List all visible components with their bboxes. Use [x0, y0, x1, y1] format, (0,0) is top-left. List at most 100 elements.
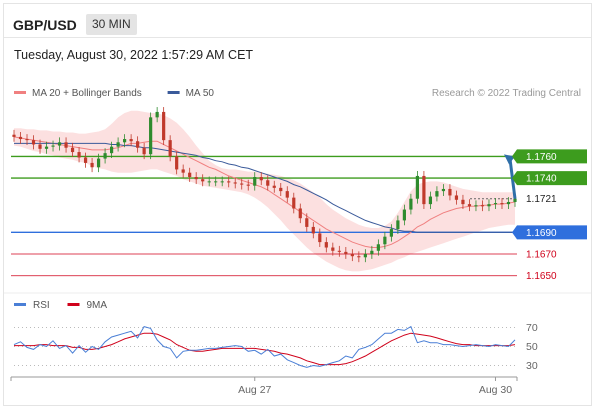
candle-body [149, 117, 153, 155]
chart-datetime: Tuesday, August 30, 2022 1:57:29 AM CET [14, 48, 254, 62]
candle-body [240, 183, 244, 185]
candle-body [435, 191, 439, 197]
rsi-tick-2: 30 [526, 360, 538, 372]
legend-swatch-0 [14, 91, 26, 94]
price-tag-0 [512, 149, 587, 164]
candle-body [155, 111, 159, 118]
candle-body [181, 169, 185, 173]
legend-label-1: MA 50 [186, 88, 215, 99]
rsi-line [13, 325, 516, 368]
price-label-3: 1.1690 [526, 228, 557, 239]
ma50-line [14, 142, 515, 233]
candle-body [467, 204, 472, 207]
candle-body [428, 196, 433, 205]
candle-body [96, 158, 101, 168]
ma20-line [13, 136, 516, 248]
candle-body [259, 177, 263, 181]
candle-body [344, 251, 348, 255]
candle-body [318, 233, 322, 243]
timeframe-badge[interactable]: 30 MIN [86, 14, 137, 35]
x-tick-label-0: Aug 27 [238, 384, 271, 396]
candle-body [38, 144, 42, 149]
candle-body [12, 134, 16, 137]
candle-body [402, 209, 406, 221]
candle-body [337, 250, 341, 252]
candle-body [376, 244, 380, 251]
candle-body [70, 147, 75, 153]
credit-text: Research © 2022 Trading Central [432, 88, 581, 99]
candle-body [175, 156, 179, 170]
candle-body [136, 141, 140, 148]
rsi-tick-0: 70 [526, 322, 538, 334]
candle-body [266, 180, 270, 186]
candle-body [292, 197, 296, 209]
candle-body [207, 181, 211, 183]
price-tag-1 [512, 171, 587, 186]
candle-body [142, 147, 146, 155]
price-label-5: 1.1650 [526, 271, 557, 282]
price-label-1: 1.1740 [526, 174, 557, 185]
projection-arrow-head [504, 154, 515, 165]
projection-arrow-line [508, 158, 517, 199]
rsi-legend-swatch-1 [67, 303, 80, 306]
candle-body [506, 201, 511, 205]
candle-body [396, 220, 400, 230]
candle-body [18, 136, 23, 140]
candle-body [109, 146, 114, 154]
candle-body [513, 198, 517, 202]
candle-body [272, 185, 276, 188]
candle-body [311, 226, 315, 234]
candle-body [422, 175, 426, 205]
candle-body [331, 247, 335, 251]
candle-body [188, 172, 192, 178]
symbol-title: GBP/USD [13, 17, 77, 33]
candle-body [246, 184, 250, 186]
legend-swatch-1 [167, 91, 180, 94]
rsi-legend-label-0: RSI [33, 300, 50, 311]
candle-body [480, 205, 485, 207]
price-tag-3 [512, 225, 587, 240]
rsi-tick-1: 50 [526, 341, 538, 353]
candle-body [194, 177, 198, 180]
candle-body [162, 111, 166, 141]
candle-body [77, 152, 81, 158]
candle-body [233, 182, 237, 184]
price-label-4: 1.1670 [526, 250, 557, 261]
candle-body [44, 146, 49, 149]
candle-body [285, 191, 289, 198]
x-tick-label-1: Aug 30 [479, 384, 512, 396]
candle-body [279, 187, 283, 192]
chart-header: GBP/USD 30 MIN [4, 4, 591, 38]
candle-body [168, 140, 172, 157]
candle-body [57, 142, 62, 146]
candle-body [298, 208, 302, 219]
candle-body [201, 179, 205, 182]
candle-body [415, 175, 420, 199]
candle-body [90, 162, 94, 168]
candle-body [123, 139, 127, 143]
candle-body [31, 140, 36, 145]
candle-body [370, 250, 374, 255]
price-label-2: 1.1721 [526, 194, 557, 205]
candle-body [129, 139, 133, 142]
candle-body [454, 195, 459, 200]
candle-body [83, 157, 88, 163]
candle-body [51, 145, 55, 147]
candle-body [493, 203, 498, 205]
candle-body [441, 188, 446, 192]
candle-body [487, 204, 491, 207]
candle-body [389, 229, 393, 237]
candle-body [220, 181, 224, 183]
candle-body [227, 181, 231, 183]
candle-body [25, 139, 29, 141]
candle-body [253, 177, 257, 186]
candle-body [357, 256, 361, 258]
price-label-0: 1.1760 [526, 152, 557, 163]
rsi-legend-label-1: 9MA [87, 300, 108, 311]
candle-body [409, 198, 413, 210]
candle-body [214, 181, 218, 183]
candle-body [116, 142, 120, 147]
candle-body [350, 254, 354, 257]
candle-body [500, 203, 504, 205]
